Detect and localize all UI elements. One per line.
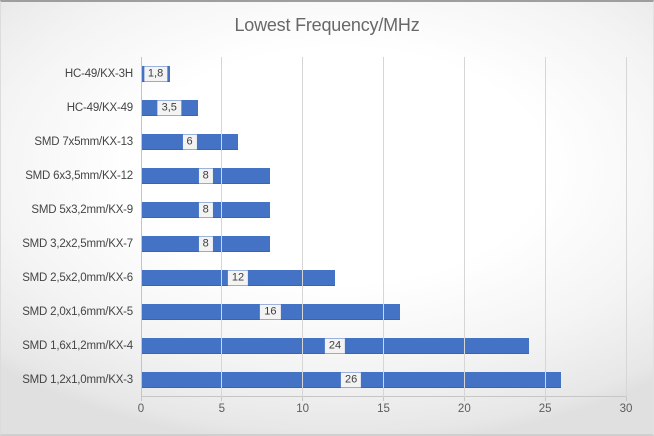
bar-value-label: 8 (198, 202, 213, 218)
category-label: SMD 7x5mm/KX-13 (34, 136, 133, 148)
category-label: HC-49/KX-49 (66, 102, 133, 114)
category-label: SMD 5x3,2mm/KX-9 (31, 204, 133, 216)
bar-series: 1,8 3,5 6 8 8 8 12 16 24 26 (141, 57, 626, 397)
bar-row: 3,5 (141, 91, 626, 125)
tick-mark-5 (221, 397, 223, 401)
bar-value-label: 8 (198, 236, 213, 252)
chart-title: Lowest Frequency/MHz (234, 15, 420, 35)
bar-value-label: 24 (324, 338, 346, 354)
x-tick-label-25: 25 (538, 403, 552, 415)
gridline-10 (302, 57, 304, 397)
bar-value-label: 12 (227, 270, 249, 286)
bar-value-label: 26 (341, 372, 362, 388)
tick-mark-0 (140, 397, 142, 401)
x-tick-label-10: 10 (296, 403, 310, 415)
bar-value-label: 6 (182, 134, 197, 150)
category-axis: HC-49/KX-3H HC-49/KX-49 SMD 7x5mm/KX-13 SMD… (1, 57, 133, 397)
x-tick-label-30: 30 (619, 403, 633, 415)
bar-row: 8 (141, 159, 626, 193)
bar-row: 1,8 (141, 57, 626, 91)
bar-value-label: 1,8 (143, 66, 168, 82)
bar-row: 8 (141, 227, 626, 261)
x-tick-label-0: 0 (137, 403, 145, 415)
bar-row: 6 (141, 125, 626, 159)
category-label: HC-49/KX-3H (64, 68, 133, 80)
gridline-5 (221, 57, 223, 397)
gridline-0 (140, 57, 142, 397)
bar-row: 26 (141, 363, 626, 397)
x-tick-label-15: 15 (377, 403, 390, 415)
bar-row: 12 (141, 261, 626, 295)
gridline-15 (383, 57, 384, 397)
tick-mark-10 (302, 397, 304, 401)
bar-value-label: 16 (260, 304, 281, 320)
bar-row: 16 (141, 295, 626, 329)
plot-area: 1,8 3,5 6 8 8 8 12 16 24 26 (140, 57, 627, 401)
category-label: SMD 1,6x1,2mm/KX-4 (22, 340, 133, 352)
bar-row: 8 (141, 193, 626, 227)
tick-mark-30 (625, 397, 627, 401)
tick-mark-20 (463, 397, 465, 401)
category-label: SMD 6x3,5mm/KX-12 (25, 170, 133, 182)
gridline-20 (463, 57, 465, 397)
bar-value-label: 8 (198, 168, 213, 184)
tick-mark-15 (383, 397, 384, 401)
x-tick-label-5: 5 (218, 403, 226, 415)
category-label: SMD 2,5x2,0mm/KX-6 (22, 272, 133, 284)
x-tick-label-20: 20 (457, 403, 471, 415)
gridline-25 (544, 57, 546, 397)
category-label: SMD 2,0x1,6mm/KX-5 (22, 306, 133, 318)
category-label: SMD 1,2x1,0mm/KX-3 (22, 374, 133, 386)
bar-row: 24 (141, 329, 626, 363)
bar-value-label: 3,5 (157, 100, 181, 116)
category-label: SMD 3,2x2,5mm/KX-7 (22, 238, 133, 250)
gridline-30 (625, 57, 627, 397)
tick-mark-25 (544, 397, 546, 401)
x-axis-tick-labels: 0 5 10 15 20 25 30 (1, 403, 653, 419)
